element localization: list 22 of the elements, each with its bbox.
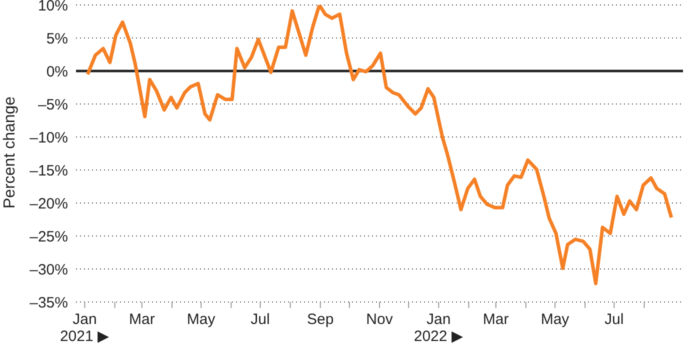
y-tick-label: –35% xyxy=(30,294,68,312)
x-tick-label: Sep xyxy=(307,311,334,328)
x-tick-label: Jan 2022 ▶ xyxy=(414,311,464,345)
x-tick-label: Jul xyxy=(250,311,270,328)
y-tick-label: 0% xyxy=(46,63,68,80)
y-axis-title: Percent change xyxy=(2,96,19,208)
y-tick-label: –25% xyxy=(30,228,68,246)
y-tick-label: –5% xyxy=(38,96,68,114)
y-tick-label: 10% xyxy=(38,0,68,14)
y-tick-label: –15% xyxy=(30,162,68,180)
x-tick-label: Jan 2021 ▶ xyxy=(60,311,110,345)
x-tick-label: Mar xyxy=(482,311,509,328)
x-tick-label: May xyxy=(186,311,216,328)
x-tick-label: Jul xyxy=(604,311,624,328)
y-tick-label: –10% xyxy=(30,129,68,146)
x-tick-label: Nov xyxy=(366,311,394,328)
x-tick-label: Mar xyxy=(129,311,155,328)
y-tick-label: –30% xyxy=(30,261,68,278)
y-tick-label: 5% xyxy=(46,30,68,48)
line-series xyxy=(86,5,674,286)
x-tick-label: May xyxy=(540,311,570,328)
y-tick-label: –20% xyxy=(30,195,68,212)
